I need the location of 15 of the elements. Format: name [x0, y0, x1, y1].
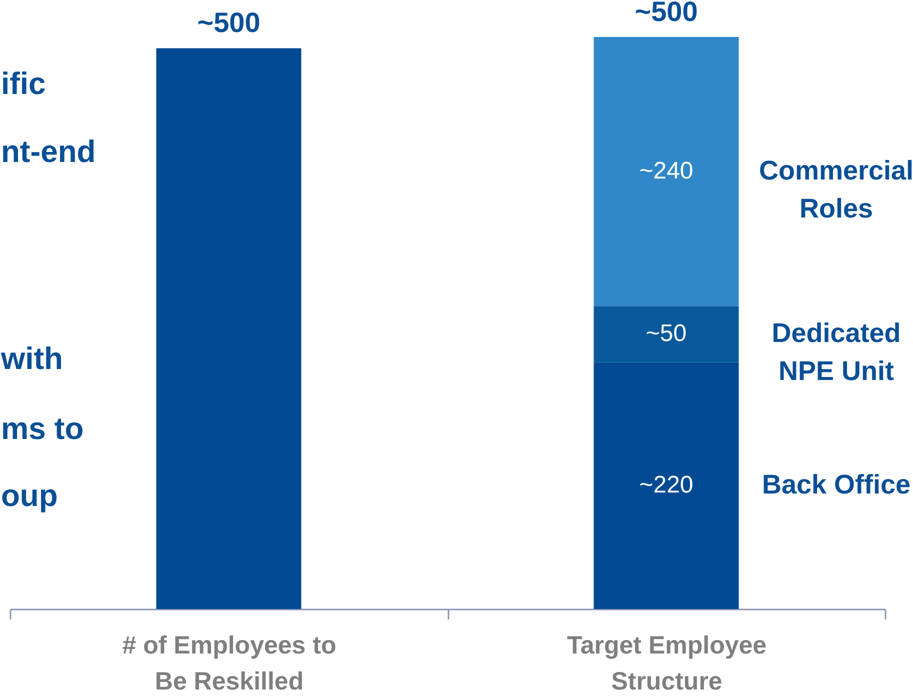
annotation: oup	[1, 478, 58, 513]
series-label: Commercial Roles	[758, 156, 913, 224]
annotation: nt-end	[1, 134, 96, 169]
x-tick-label: Target Employee Structure	[566, 632, 767, 696]
data-label: ~220	[639, 472, 694, 499]
annotation: ~500	[197, 7, 260, 38]
data-label: ~50	[646, 320, 687, 348]
annotation: ms to	[1, 411, 84, 446]
x-tick-label: # of Employees to Be Reskilled	[122, 632, 336, 696]
data-label: ~240	[639, 158, 694, 185]
series-label: Dedicated NPE Unit	[772, 318, 901, 386]
annotation: ific	[1, 66, 46, 101]
series-label: Back Office	[762, 470, 911, 500]
annotation: with	[0, 341, 63, 376]
annotation: ~500	[634, 0, 698, 27]
